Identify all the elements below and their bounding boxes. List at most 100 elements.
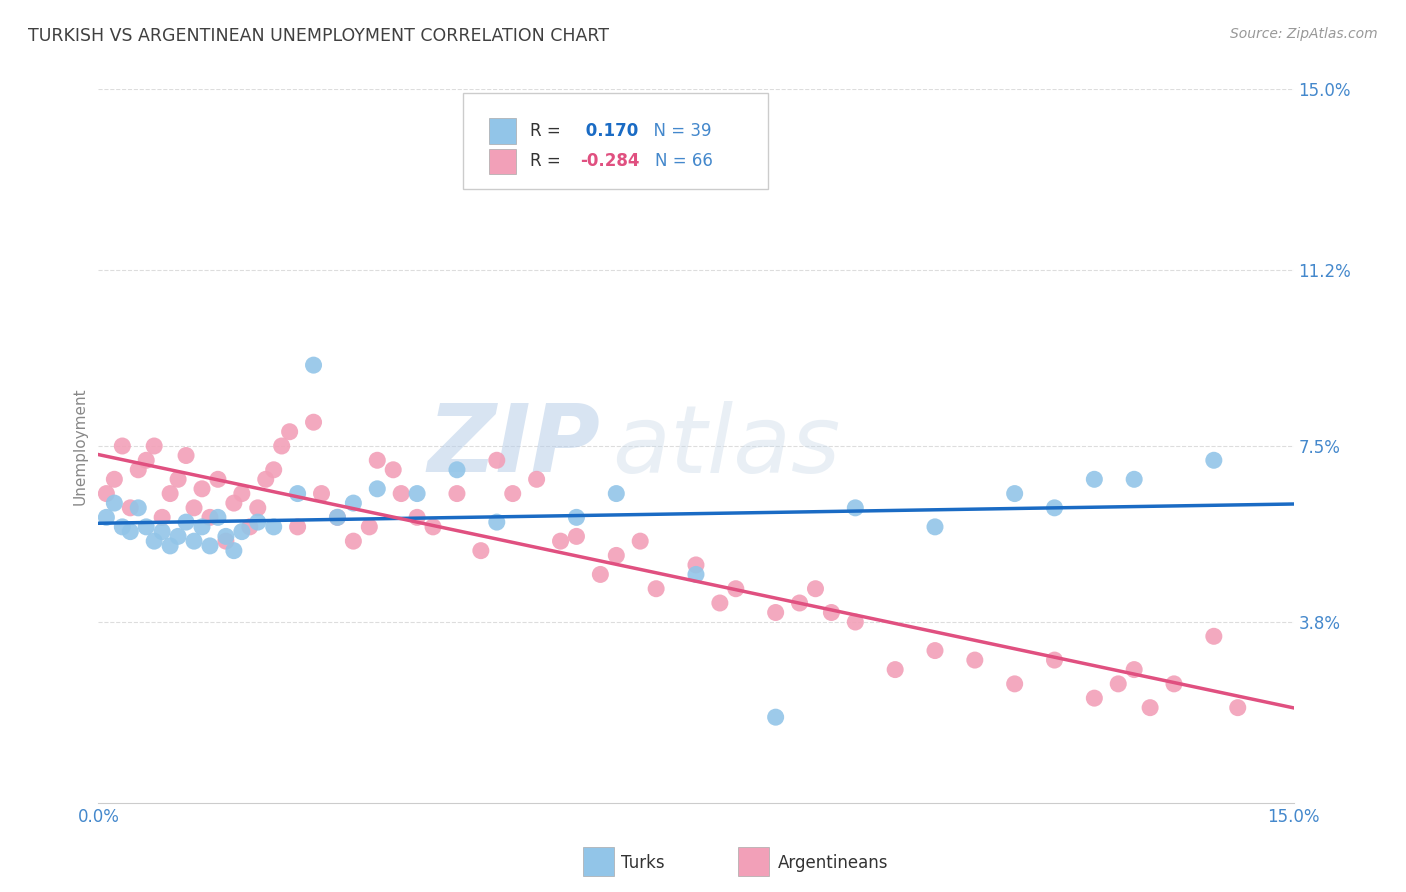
Point — [1163, 677, 1185, 691]
Point — [406, 486, 429, 500]
Point — [446, 486, 468, 500]
Text: Argentineans: Argentineans — [778, 854, 889, 871]
Point — [550, 534, 572, 549]
Point — [246, 500, 269, 515]
Point — [924, 520, 946, 534]
Point — [215, 529, 238, 543]
Text: TURKISH VS ARGENTINEAN UNEMPLOYMENT CORRELATION CHART: TURKISH VS ARGENTINEAN UNEMPLOYMENT CORR… — [28, 27, 609, 45]
Point — [1043, 500, 1066, 515]
Point — [485, 515, 508, 529]
Text: atlas: atlas — [613, 401, 841, 491]
Point — [198, 539, 221, 553]
Point — [231, 524, 253, 539]
Point — [765, 606, 787, 620]
Point — [302, 358, 325, 372]
Point — [470, 543, 492, 558]
Y-axis label: Unemployment: Unemployment — [72, 387, 87, 505]
Point — [150, 510, 173, 524]
Point — [446, 463, 468, 477]
Point — [120, 524, 142, 539]
Point — [207, 472, 229, 486]
Point — [127, 500, 149, 515]
Point — [685, 567, 707, 582]
Point — [709, 596, 731, 610]
Point — [359, 520, 381, 534]
Point — [287, 520, 309, 534]
Point — [1139, 700, 1161, 714]
Point — [311, 486, 333, 500]
Text: N = 66: N = 66 — [655, 153, 713, 170]
Point — [422, 520, 444, 534]
Point — [1202, 629, 1225, 643]
Point — [150, 524, 173, 539]
Point — [844, 615, 866, 629]
Point — [183, 534, 205, 549]
Point — [159, 486, 181, 500]
Text: R =: R = — [530, 122, 565, 140]
Point — [628, 534, 651, 549]
Point — [326, 510, 349, 524]
FancyBboxPatch shape — [489, 119, 516, 144]
Point — [96, 510, 118, 524]
Point — [167, 529, 190, 543]
Point — [342, 496, 364, 510]
Point — [1083, 472, 1105, 486]
Point — [263, 463, 285, 477]
Point — [589, 567, 612, 582]
Point — [103, 496, 125, 510]
Point — [191, 482, 214, 496]
Point — [366, 453, 388, 467]
Point — [183, 500, 205, 515]
Point — [924, 643, 946, 657]
Point — [270, 439, 292, 453]
Text: R =: R = — [530, 153, 565, 170]
Point — [406, 510, 429, 524]
Point — [287, 486, 309, 500]
Point — [263, 520, 285, 534]
Point — [159, 539, 181, 553]
Point — [789, 596, 811, 610]
Point — [135, 520, 157, 534]
FancyBboxPatch shape — [489, 149, 516, 174]
Point — [1202, 453, 1225, 467]
Point — [174, 449, 197, 463]
Point — [222, 496, 245, 510]
Point — [254, 472, 277, 486]
Point — [605, 486, 627, 500]
Point — [502, 486, 524, 500]
Point — [1226, 700, 1249, 714]
Text: 0.170: 0.170 — [581, 122, 638, 140]
Point — [191, 520, 214, 534]
Point — [231, 486, 253, 500]
Point — [167, 472, 190, 486]
Point — [685, 558, 707, 572]
Text: Source: ZipAtlas.com: Source: ZipAtlas.com — [1230, 27, 1378, 41]
Point — [135, 453, 157, 467]
Point — [326, 510, 349, 524]
Point — [1004, 486, 1026, 500]
Point — [111, 439, 134, 453]
Point — [485, 453, 508, 467]
Point — [1123, 472, 1146, 486]
Point — [198, 510, 221, 524]
Point — [302, 415, 325, 429]
Text: N = 39: N = 39 — [644, 122, 711, 140]
Point — [1043, 653, 1066, 667]
Text: ZIP: ZIP — [427, 400, 600, 492]
Point — [143, 439, 166, 453]
Point — [820, 606, 842, 620]
Point — [884, 663, 907, 677]
Point — [120, 500, 142, 515]
Point — [1107, 677, 1129, 691]
Point — [96, 486, 118, 500]
Point — [844, 500, 866, 515]
Point — [174, 515, 197, 529]
FancyBboxPatch shape — [463, 93, 768, 189]
Point — [526, 472, 548, 486]
Point — [605, 549, 627, 563]
Point — [215, 534, 238, 549]
Point — [565, 510, 588, 524]
Point — [804, 582, 827, 596]
Point — [127, 463, 149, 477]
Point — [103, 472, 125, 486]
